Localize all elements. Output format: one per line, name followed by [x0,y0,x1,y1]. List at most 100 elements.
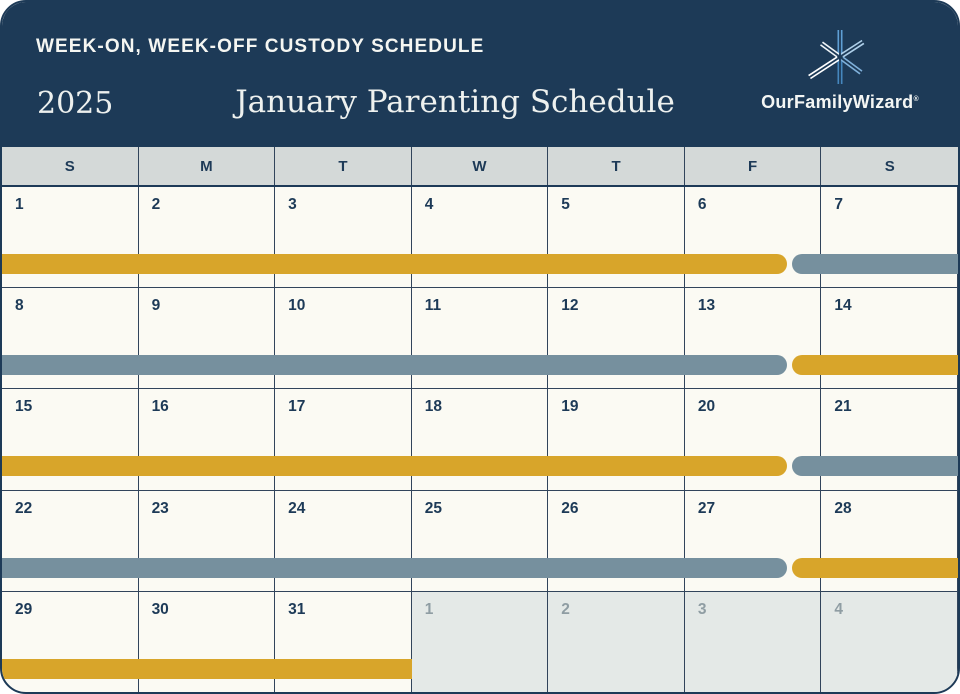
day-cell: 7 [821,187,958,288]
dow-tuesday: T [275,147,412,185]
calendar-grid: 1 2 3 4 5 6 7 8 9 10 11 12 13 14 15 16 1… [2,187,958,692]
day-cell: 26 [548,490,685,591]
day-number: 27 [697,499,716,517]
day-cell: 19 [548,389,685,490]
day-number: 22 [15,499,33,517]
page-title: January Parenting Schedule [235,84,675,120]
day-cell: 15 [2,389,139,490]
week-row-5: 29 30 31 1 2 3 4 [2,591,958,692]
day-cell: 3 [275,187,412,288]
day-cell: 23 [139,490,276,591]
custody-bar-slate [2,355,787,376]
day-cell: 20 [685,389,822,490]
day-number: 2 [561,600,570,618]
day-cell: 28 [821,490,958,591]
day-cell: 17 [275,389,412,490]
day-number: 19 [561,398,579,416]
day-cell: 22 [2,490,139,591]
day-number: 29 [15,600,33,618]
custody-bar-gold [791,355,958,376]
day-cell: 25 [412,490,549,591]
dow-monday: M [139,147,276,185]
day-number: 2 [151,196,161,213]
day-number: 5 [561,196,570,213]
day-number: 16 [151,398,169,416]
asterisk-snowflake-icon [804,26,876,88]
day-number: 4 [834,600,844,618]
day-number: 6 [697,196,707,213]
day-number: 28 [834,499,852,517]
day-of-week-header-row: S M T W T F S [2,147,958,187]
day-number: 18 [424,398,442,416]
day-number: 26 [561,499,579,517]
registered-trademark: ® [913,96,919,103]
day-cell-next-month: 2 [548,591,685,692]
dow-friday: F [685,147,822,185]
schedule-type-heading: WEEK-ON, WEEK-OFF CUSTODY SCHEDULE [36,36,485,57]
week-row-4: 22 23 24 25 26 27 28 [2,490,958,592]
day-cell-next-month: 4 [821,591,958,692]
day-number: 21 [834,398,852,416]
week-row-1: 1 2 3 4 5 6 7 [2,187,958,289]
day-cell-next-month: 1 [411,591,549,692]
custody-bar-gold [2,658,412,679]
day-cell: 14 [821,288,958,389]
day-cell: 8 [2,288,139,389]
day-number: 8 [15,297,24,315]
day-cell: 16 [139,389,276,490]
day-cell: 29 [2,591,139,692]
day-number: 25 [424,499,442,517]
day-number: 23 [151,499,169,517]
day-number: 4 [424,196,434,213]
day-number: 7 [834,196,844,213]
day-number: 11 [424,297,442,315]
day-number: 15 [15,398,33,416]
day-number: 13 [697,297,716,315]
dow-thursday: T [548,147,685,185]
day-cell-next-month: 3 [684,591,822,692]
day-cell: 4 [412,187,549,288]
dow-wednesday: W [412,147,549,185]
ourfamilywizard-logo: OurFamilyWizard® [740,26,940,113]
day-cell: 11 [412,288,549,389]
day-cell: 27 [685,490,822,591]
day-cell: 24 [275,490,412,591]
custody-bar-gold [2,456,787,477]
year-label: 2025 [37,86,114,121]
day-number: 30 [151,600,169,618]
day-cell: 1 [2,187,139,288]
day-cell: 5 [548,187,685,288]
day-number: 3 [697,600,707,618]
day-cell: 31 [275,591,412,692]
day-number: 9 [151,297,161,315]
day-cell: 13 [685,288,822,389]
header: WEEK-ON, WEEK-OFF CUSTODY SCHEDULE 2025 … [2,2,958,147]
day-cell: 30 [139,591,276,692]
day-cell: 10 [275,288,412,389]
day-number: 31 [288,600,306,618]
day-cell: 21 [821,389,958,490]
custody-bar-slate [2,557,787,578]
custody-bar-slate [791,456,958,477]
week-row-3: 15 16 17 18 19 20 21 [2,389,958,491]
day-number: 10 [288,297,306,315]
week-row-2: 8 9 10 11 12 13 14 [2,288,958,390]
day-number: 1 [424,600,434,618]
dow-sunday: S [2,147,139,185]
day-number: 1 [15,196,24,213]
day-cell: 2 [139,187,276,288]
day-number: 12 [561,297,579,315]
logo-wordmark: OurFamilyWizard® [761,92,919,112]
day-cell: 6 [685,187,822,288]
day-number: 20 [697,398,716,416]
custody-bar-gold [791,557,958,578]
day-number: 3 [288,196,297,213]
day-number: 14 [834,297,852,315]
day-cell: 18 [412,389,549,490]
day-number: 17 [288,398,306,416]
dow-saturday: S [884,157,895,175]
custody-bar-gold [2,254,787,274]
day-number: 24 [288,499,306,517]
custody-bar-slate [791,254,958,274]
